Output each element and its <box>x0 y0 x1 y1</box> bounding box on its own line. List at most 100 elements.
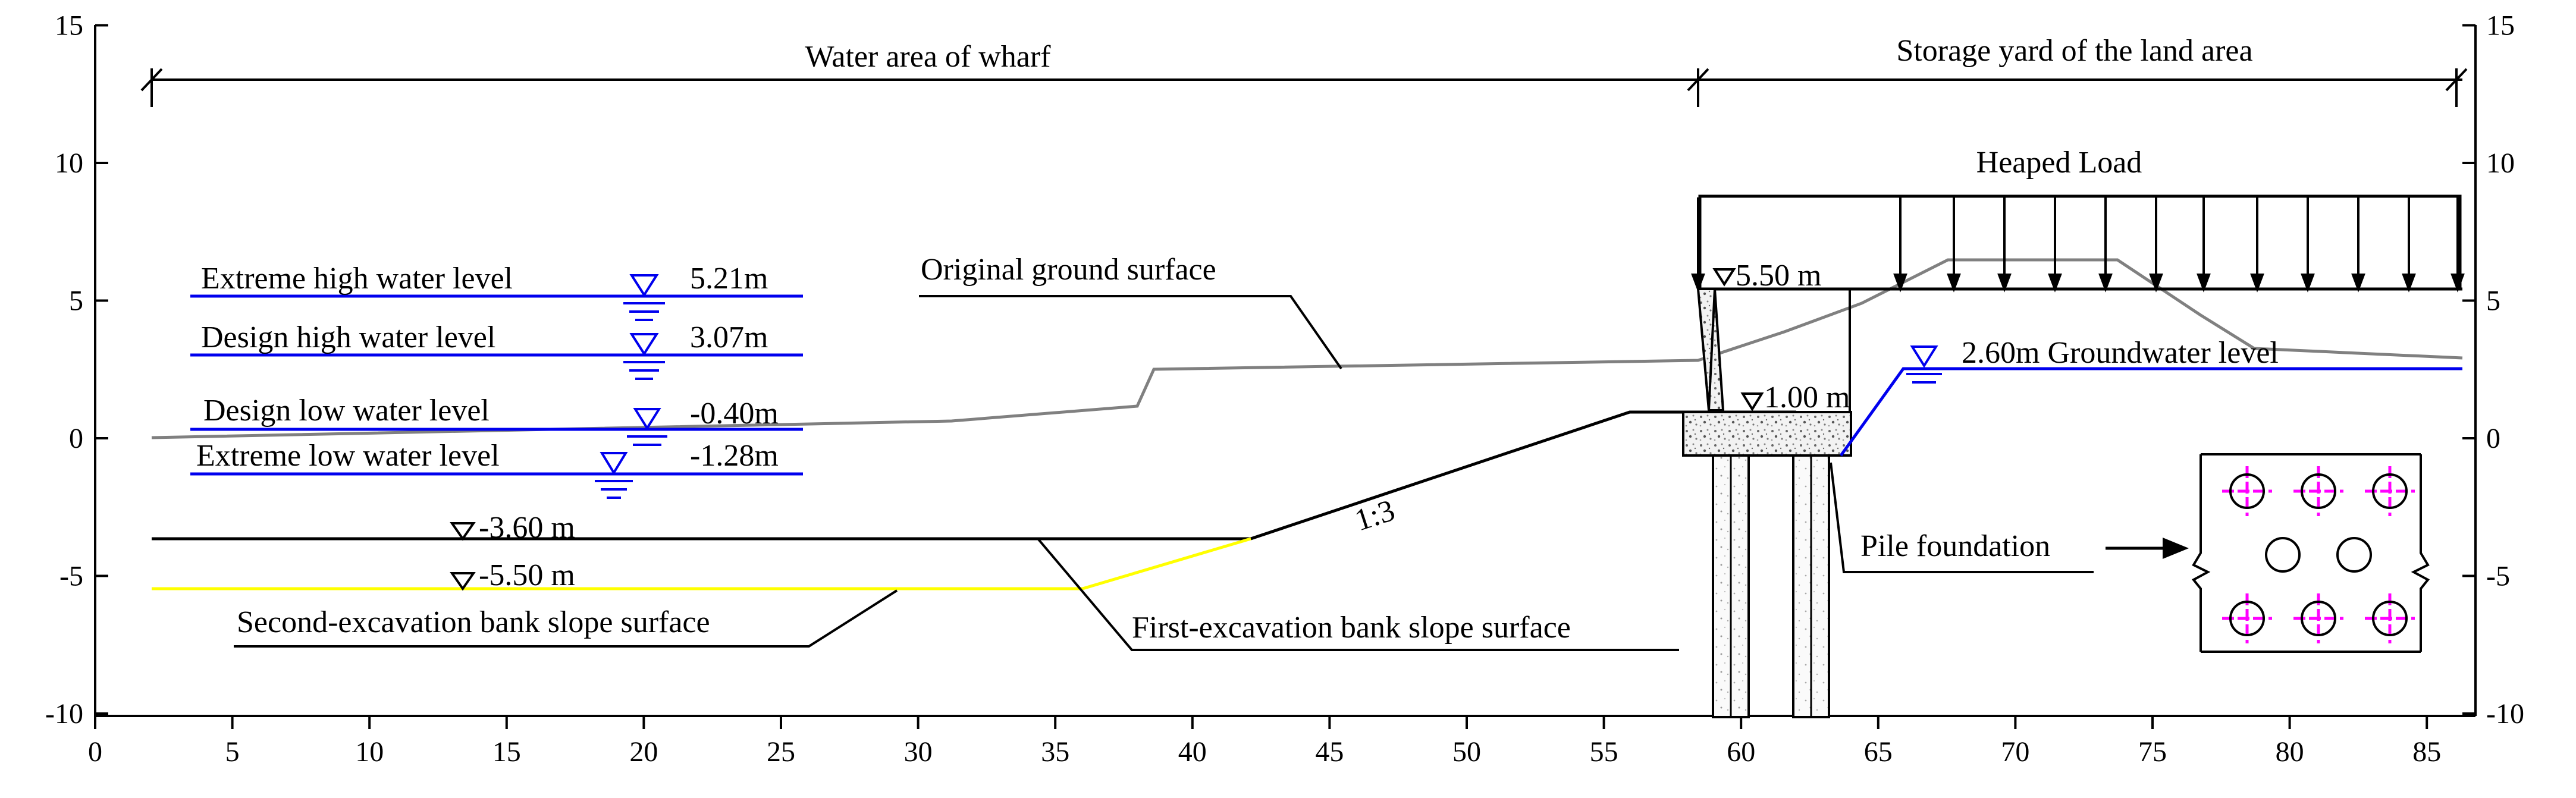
dimension-tick-mark <box>1687 68 1709 92</box>
pile-cap <box>1682 411 1852 457</box>
x-tick-label: 25 <box>767 736 795 768</box>
original-ground-line <box>151 258 2463 439</box>
groundwater-line <box>1839 367 2462 457</box>
original-ground-leader <box>919 295 1342 370</box>
y-tick-label-right: -10 <box>2486 698 2524 730</box>
load-arrow-icon <box>2149 197 2163 293</box>
x-tick-label: 10 <box>355 736 384 768</box>
pile-circle-icon <box>2222 466 2272 516</box>
design-low-water-label: Design low water level <box>203 394 490 428</box>
y-tick-labels: 15 15 10 10 5 5 0 0 -5 -5 -10 -10 <box>45 10 2524 730</box>
water-level-triangle-icon <box>627 408 667 446</box>
x-tick-label: 15 <box>492 736 521 768</box>
pile-foundation-label: Pile foundation <box>1860 529 2050 563</box>
elevation-triangle-icon <box>450 572 476 591</box>
y-tick-label-right: 0 <box>2486 423 2500 454</box>
axes <box>94 24 2477 729</box>
water-area-label: Water area of wharf <box>805 40 1052 74</box>
load-arrow-icon <box>1947 197 1961 293</box>
load-arrow-icon <box>2402 197 2416 293</box>
pile-circle-icon <box>2222 593 2272 643</box>
extreme-high-water-label: Extreme high water level <box>201 262 513 296</box>
first-excavation-leader <box>1037 538 1679 651</box>
dimension-tick-mark <box>2445 68 2468 92</box>
extreme-low-water-label: Extreme low water level <box>196 439 500 473</box>
pile-plan-inset <box>2191 453 2430 653</box>
original-ground-label: Original ground surface <box>921 253 1216 287</box>
first-excavation-label: First-excavation bank slope surface <box>1132 611 1571 645</box>
pile-circle-icon <box>2265 537 2301 573</box>
y-tick-marks <box>95 24 2475 715</box>
x-tick-label: 70 <box>2001 736 2029 768</box>
y-tick-label-right: 10 <box>2486 147 2515 179</box>
x-tick-label: 40 <box>1178 736 1207 768</box>
dimension-tick-mark <box>140 68 163 92</box>
design-low-water-value: -0.40m <box>690 397 779 431</box>
load-arrow-icon <box>2451 197 2465 293</box>
second-excavation-label: Second-excavation bank slope surface <box>237 605 710 639</box>
elevation-triangle-icon <box>1740 392 1764 411</box>
load-arrow-icon <box>1893 197 1907 293</box>
x-tick-label: 45 <box>1315 736 1344 768</box>
x-tick-label: 5 <box>225 736 240 768</box>
pile-circle-icon <box>2336 537 2372 573</box>
y-tick-label-left: 10 <box>55 147 83 179</box>
x-tick-label: 55 <box>1590 736 1618 768</box>
pile-circle-icon <box>2293 593 2343 643</box>
load-arrows <box>1691 197 2465 293</box>
elevation-100-label: 1.00 m <box>1764 381 1850 414</box>
x-tick-label: 75 <box>2138 736 2167 768</box>
water-levels <box>190 294 803 476</box>
land-area-label: Storage yard of the land area <box>1896 34 2252 68</box>
second-excavation-line <box>1082 537 1251 590</box>
x-tick-label: 0 <box>88 736 102 768</box>
elevation-triangle-icon <box>1712 268 1736 287</box>
dredge-360-label: -3.60 m <box>479 511 575 545</box>
load-arrow-icon <box>2098 197 2113 293</box>
heaped-load-label: Heaped Load <box>1976 146 2142 180</box>
x-tick-label: 80 <box>2276 736 2304 768</box>
x-tick-label: 65 <box>1864 736 1893 768</box>
second-excavation-leader <box>234 589 898 648</box>
x-tick-label: 20 <box>629 736 658 768</box>
extreme-low-water-value: -1.28m <box>690 439 779 473</box>
load-arrow-icon <box>1997 197 2012 293</box>
load-arrow-icon <box>2197 197 2211 293</box>
y-tick-label-left: -10 <box>45 698 83 730</box>
load-arrow-icon <box>2301 197 2315 293</box>
design-high-water-value: 3.07m <box>690 321 768 354</box>
slope-ratio-label: 1:3 <box>1351 494 1399 538</box>
inset-break-left <box>2191 454 2211 652</box>
y-tick-label-left: 0 <box>69 423 83 454</box>
y-tick-label-left: 15 <box>55 10 83 42</box>
design-high-water-label: Design high water level <box>201 321 495 354</box>
water-level-triangle-icon <box>1906 345 1942 384</box>
load-arrow-icon <box>2351 197 2365 293</box>
x-tick-marks <box>94 716 2428 729</box>
y-tick-label-left: -5 <box>59 561 83 592</box>
x-tick-label: 60 <box>1727 736 1755 768</box>
top-dimension-line <box>140 68 2468 107</box>
elevation-550-label: 5.50 m <box>1736 259 1821 293</box>
y-tick-label-right: 15 <box>2486 10 2515 42</box>
x-tick-label: 50 <box>1452 736 1481 768</box>
arrow-head-icon <box>2163 538 2189 559</box>
pile-circle-icon <box>2365 593 2415 643</box>
water-level-triangle-icon <box>623 333 665 380</box>
extreme-high-water-value: 5.21m <box>690 262 768 296</box>
load-arrow-icon <box>2250 197 2264 293</box>
x-tick-label: 35 <box>1041 736 1069 768</box>
water-level-triangle-icon <box>595 452 633 499</box>
pile-foundation-leader <box>1830 462 2094 573</box>
y-tick-label-right: 5 <box>2486 285 2500 317</box>
inset-break-right <box>2411 454 2430 652</box>
x-tick-label: 30 <box>904 736 933 768</box>
pile-circle-icon <box>2365 466 2415 516</box>
y-tick-label-left: 5 <box>69 285 83 317</box>
water-level-triangle-icon <box>623 274 665 321</box>
dredge-550-label: -5.50 m <box>479 558 575 592</box>
pile-circle-icon <box>2293 466 2343 516</box>
y-tick-label-right: -5 <box>2486 561 2510 592</box>
